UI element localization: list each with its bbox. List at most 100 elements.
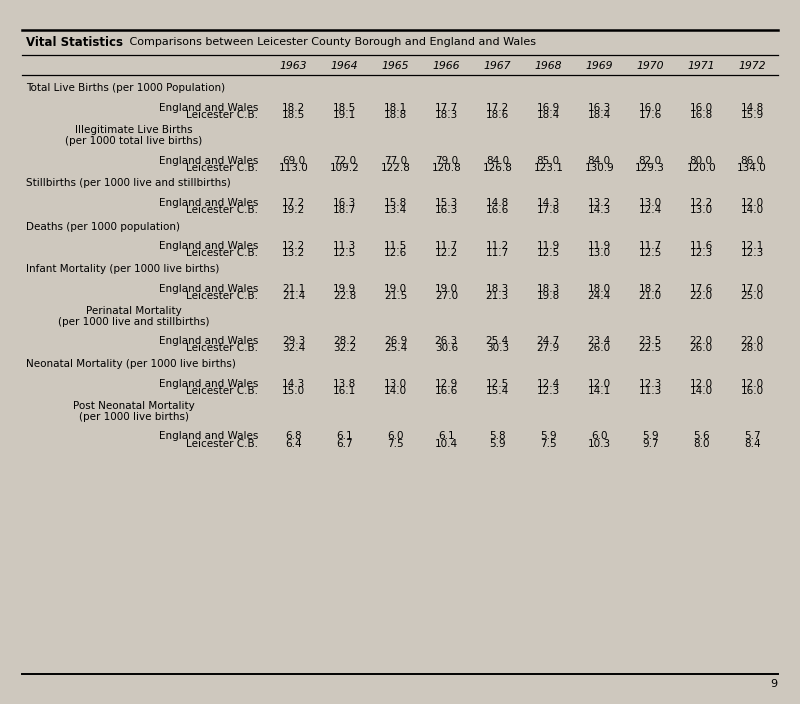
Text: 24.4: 24.4 <box>588 291 611 301</box>
Text: 12.0: 12.0 <box>690 379 713 389</box>
Text: 27.9: 27.9 <box>537 344 560 353</box>
Text: 69.0: 69.0 <box>282 156 305 165</box>
Text: Leicester C.B.: Leicester C.B. <box>186 386 258 396</box>
Text: 72.0: 72.0 <box>333 156 356 165</box>
Text: 129.3: 129.3 <box>635 163 665 172</box>
Text: 11.2: 11.2 <box>486 241 509 251</box>
Text: 85.0: 85.0 <box>537 156 560 165</box>
Text: 17.6: 17.6 <box>638 110 662 120</box>
Text: 9.7: 9.7 <box>642 439 658 448</box>
Text: 12.2: 12.2 <box>690 198 713 208</box>
Text: 32.2: 32.2 <box>333 344 356 353</box>
Text: 1972: 1972 <box>738 61 766 71</box>
Text: 18.3: 18.3 <box>537 284 560 294</box>
Text: 11.3: 11.3 <box>638 386 662 396</box>
Text: 19.1: 19.1 <box>333 110 356 120</box>
Text: 17.6: 17.6 <box>690 284 713 294</box>
Text: 16.0: 16.0 <box>690 103 713 113</box>
Text: 24.7: 24.7 <box>537 337 560 346</box>
Text: 21.3: 21.3 <box>486 291 509 301</box>
Text: England and Wales: England and Wales <box>159 337 258 346</box>
Text: 16.6: 16.6 <box>434 386 458 396</box>
Text: 17.2: 17.2 <box>282 198 305 208</box>
Text: 25.0: 25.0 <box>741 291 764 301</box>
Text: 14.8: 14.8 <box>486 198 509 208</box>
Text: 16.3: 16.3 <box>588 103 611 113</box>
Text: 21.4: 21.4 <box>282 291 305 301</box>
Text: 14.3: 14.3 <box>537 198 560 208</box>
Text: 18.4: 18.4 <box>588 110 611 120</box>
Text: 14.8: 14.8 <box>741 103 764 113</box>
Text: 82.0: 82.0 <box>638 156 662 165</box>
Text: 18.0: 18.0 <box>588 284 611 294</box>
Text: 11.3: 11.3 <box>333 241 356 251</box>
Text: 11.6: 11.6 <box>690 241 713 251</box>
Text: 16.1: 16.1 <box>333 386 356 396</box>
Text: 79.0: 79.0 <box>434 156 458 165</box>
Text: 12.9: 12.9 <box>434 379 458 389</box>
Text: 1967: 1967 <box>483 61 511 71</box>
Text: 11.9: 11.9 <box>537 241 560 251</box>
Text: Leicester C.B.: Leicester C.B. <box>186 439 258 448</box>
Text: England and Wales: England and Wales <box>159 432 258 441</box>
Text: 13.2: 13.2 <box>282 249 305 258</box>
Text: 1963: 1963 <box>280 61 307 71</box>
Text: 5.9: 5.9 <box>489 439 506 448</box>
Text: 5.8: 5.8 <box>489 432 506 441</box>
Text: 19.9: 19.9 <box>333 284 356 294</box>
Text: 12.0: 12.0 <box>741 379 764 389</box>
Text: 27.0: 27.0 <box>434 291 458 301</box>
Text: 6.1: 6.1 <box>438 432 454 441</box>
Text: 15.3: 15.3 <box>434 198 458 208</box>
Text: England and Wales: England and Wales <box>159 241 258 251</box>
Text: 17.7: 17.7 <box>434 103 458 113</box>
Text: 5.6: 5.6 <box>693 432 710 441</box>
Text: 17.0: 17.0 <box>741 284 764 294</box>
Text: 17.8: 17.8 <box>537 205 560 215</box>
Text: (per 1000 live births): (per 1000 live births) <box>79 412 189 422</box>
Text: Leicester C.B.: Leicester C.B. <box>186 163 258 172</box>
Text: 1965: 1965 <box>382 61 409 71</box>
Text: 1964: 1964 <box>330 61 358 71</box>
Text: 11.5: 11.5 <box>384 241 407 251</box>
Text: 15.0: 15.0 <box>282 386 305 396</box>
Text: 5.9: 5.9 <box>642 432 658 441</box>
Text: 12.3: 12.3 <box>537 386 560 396</box>
Text: Infant Mortality (per 1000 live births): Infant Mortality (per 1000 live births) <box>26 264 220 274</box>
Text: 13.0: 13.0 <box>690 205 713 215</box>
Text: 23.5: 23.5 <box>638 337 662 346</box>
Text: 12.5: 12.5 <box>486 379 509 389</box>
Text: 84.0: 84.0 <box>588 156 611 165</box>
Text: 1969: 1969 <box>586 61 613 71</box>
Text: 12.5: 12.5 <box>333 249 356 258</box>
Text: 130.9: 130.9 <box>584 163 614 172</box>
Text: 123.1: 123.1 <box>534 163 563 172</box>
Text: 5.7: 5.7 <box>744 432 761 441</box>
Text: 1970: 1970 <box>637 61 664 71</box>
Text: 26.9: 26.9 <box>384 337 407 346</box>
Text: 13.2: 13.2 <box>588 198 611 208</box>
Text: 126.8: 126.8 <box>482 163 512 172</box>
Text: 32.4: 32.4 <box>282 344 305 353</box>
Text: (per 1000 total live births): (per 1000 total live births) <box>66 136 202 146</box>
Text: 12.0: 12.0 <box>588 379 611 389</box>
Text: 7.5: 7.5 <box>540 439 557 448</box>
Text: 22.0: 22.0 <box>690 291 713 301</box>
Text: 16.9: 16.9 <box>537 103 560 113</box>
Text: 134.0: 134.0 <box>738 163 767 172</box>
Text: Leicester C.B.: Leicester C.B. <box>186 344 258 353</box>
Text: 19.0: 19.0 <box>434 284 458 294</box>
Text: 23.4: 23.4 <box>588 337 611 346</box>
Text: (per 1000 live and stillbirths): (per 1000 live and stillbirths) <box>58 317 210 327</box>
Text: Perinatal Mortality: Perinatal Mortality <box>86 306 182 316</box>
Text: 22.0: 22.0 <box>741 337 764 346</box>
Text: 12.2: 12.2 <box>282 241 305 251</box>
Text: 15.9: 15.9 <box>741 110 764 120</box>
Text: 120.0: 120.0 <box>686 163 716 172</box>
Text: 16.3: 16.3 <box>434 205 458 215</box>
Text: 14.0: 14.0 <box>384 386 407 396</box>
Text: Neonatal Mortality (per 1000 live births): Neonatal Mortality (per 1000 live births… <box>26 359 236 369</box>
Text: 1966: 1966 <box>433 61 460 71</box>
Text: 6.7: 6.7 <box>336 439 353 448</box>
Text: 18.3: 18.3 <box>486 284 509 294</box>
